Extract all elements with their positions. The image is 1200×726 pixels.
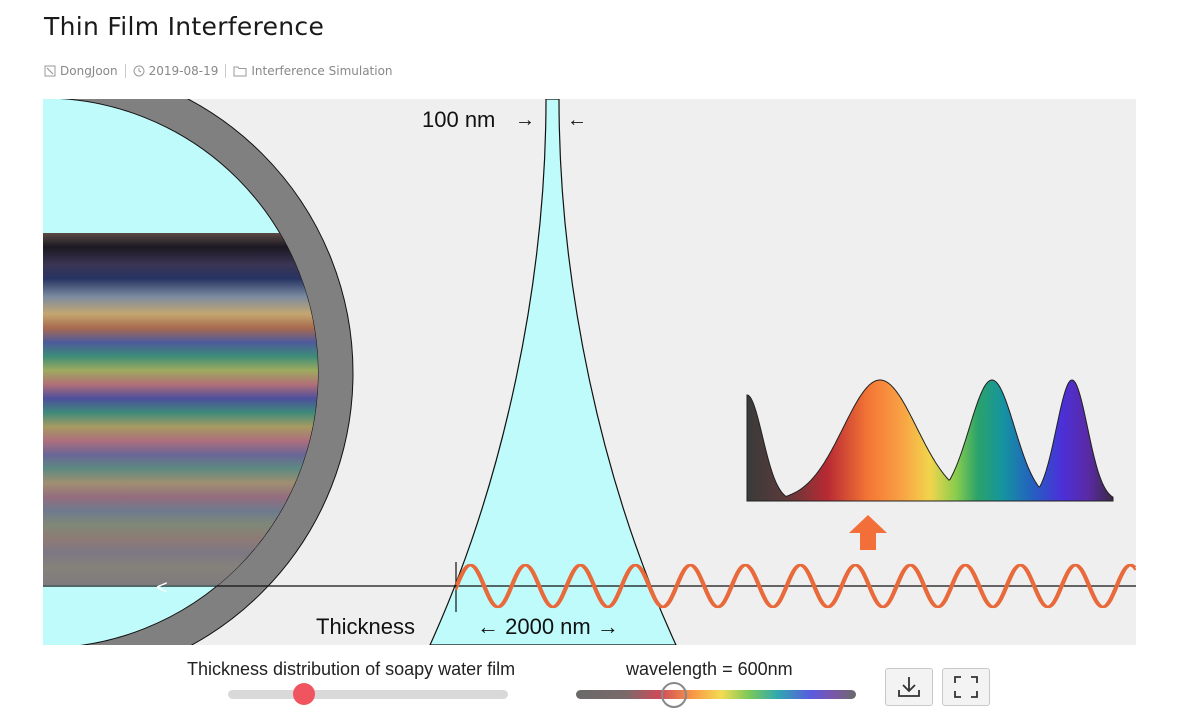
reflected-wave	[454, 563, 1136, 609]
author-name[interactable]: DongJoon	[60, 64, 118, 78]
category[interactable]: Interference Simulation	[233, 64, 393, 78]
wavelength-track	[576, 690, 856, 699]
page-title: Thin Film Interference	[44, 12, 325, 41]
thickness-label: Thickness	[316, 614, 415, 639]
back-arrow-glyph: <	[156, 577, 168, 599]
top-arrow-right: →	[515, 109, 535, 131]
reflection-spectrum	[746, 379, 1114, 502]
clock-icon	[133, 65, 145, 77]
date: 2019-08-19	[133, 64, 219, 78]
post-meta: DongJoon 2019-08-19 Interference Simulat…	[44, 64, 393, 78]
bottom-width-label: ← 2000 nm →	[477, 614, 619, 639]
fullscreen-icon	[954, 676, 978, 698]
meta-divider	[124, 64, 126, 78]
up-arrow	[849, 515, 887, 550]
category-name[interactable]: Interference Simulation	[251, 64, 393, 78]
thickness-slider-label: Thickness distribution of soapy water fi…	[187, 659, 516, 679]
author-icon	[44, 65, 56, 77]
wavelength-slider[interactable]	[576, 682, 856, 708]
meta-divider	[225, 64, 227, 78]
download-icon	[898, 677, 920, 697]
film-cross-section	[429, 99, 677, 645]
download-button[interactable]	[885, 668, 933, 706]
post-date: 2019-08-19	[148, 64, 219, 78]
author[interactable]: DongJoon	[44, 64, 118, 78]
top-thickness-label: 100 nm	[422, 107, 495, 132]
wavelength-label: wavelength = 600nm	[626, 659, 793, 679]
thickness-slider-thumb[interactable]	[292, 683, 315, 705]
fullscreen-button[interactable]	[942, 668, 990, 706]
thickness-slider[interactable]	[228, 683, 508, 705]
folder-icon	[233, 66, 247, 77]
top-arrow-left: ←	[567, 109, 587, 131]
wavelength-slider-thumb[interactable]	[661, 682, 687, 708]
